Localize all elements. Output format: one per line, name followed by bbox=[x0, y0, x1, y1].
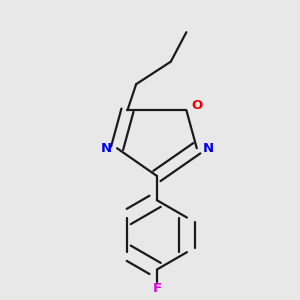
Text: F: F bbox=[152, 282, 161, 295]
Text: N: N bbox=[100, 142, 112, 155]
Text: O: O bbox=[192, 99, 203, 112]
Text: N: N bbox=[202, 142, 213, 155]
